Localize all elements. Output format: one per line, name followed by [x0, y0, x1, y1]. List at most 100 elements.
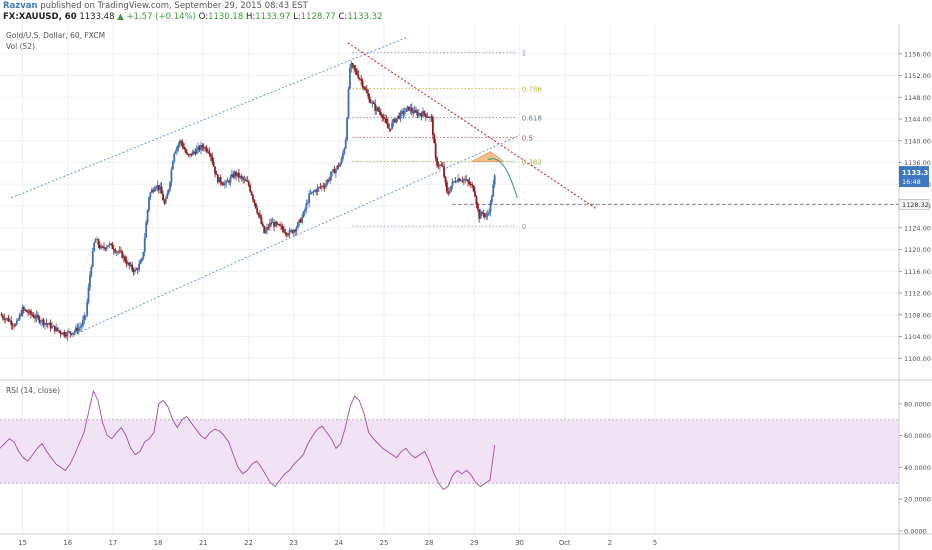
candle-body — [403, 111, 406, 115]
candle-body — [69, 331, 72, 334]
candle-body — [157, 185, 160, 190]
candle-body — [409, 107, 412, 111]
rsi-line[interactable] — [0, 389, 496, 491]
candle-body — [6, 318, 8, 319]
candle-body — [263, 225, 266, 234]
candle-body — [34, 317, 37, 319]
candle-body — [13, 325, 15, 327]
candle-body — [139, 261, 142, 264]
candle-body — [320, 185, 323, 188]
candle-body — [162, 193, 164, 201]
candle-body — [1, 315, 4, 318]
trendline-down[interactable] — [347, 42, 597, 210]
candle-body — [450, 185, 453, 192]
symbol-label: FX:XAUUSD, 60 — [3, 12, 77, 22]
candle-body — [448, 191, 451, 194]
candle-body — [475, 196, 478, 205]
candle-body — [271, 222, 274, 224]
candle-body — [354, 68, 357, 71]
candle-body — [398, 115, 401, 119]
author-link[interactable]: Razvan — [3, 1, 38, 11]
candle-body — [62, 332, 65, 335]
candle-body — [230, 174, 233, 178]
candle-body — [221, 182, 223, 185]
candle-body — [273, 222, 275, 227]
candle-body — [44, 323, 46, 325]
candle-body — [453, 181, 455, 182]
candle-body — [112, 248, 115, 251]
candle-body — [190, 153, 193, 156]
low-label: L: — [293, 12, 301, 22]
candle-body — [87, 287, 90, 302]
fib-level-label: 0 — [522, 223, 526, 231]
candle-body — [360, 79, 363, 81]
candle-body — [73, 331, 76, 333]
candle-body — [128, 262, 131, 266]
candle-body — [149, 192, 152, 198]
candle-body — [433, 134, 436, 144]
candle-body — [447, 191, 450, 194]
candle-body — [107, 245, 110, 247]
candle-body — [59, 331, 62, 334]
candle-body — [236, 172, 239, 176]
candle-body — [204, 147, 207, 149]
candle-body — [247, 181, 250, 186]
candle-body — [183, 147, 185, 150]
candle-body — [180, 141, 183, 143]
candle-body — [462, 179, 465, 181]
candle-body — [82, 320, 84, 326]
candle-body — [229, 177, 232, 183]
candle-body — [141, 258, 143, 262]
candle-body — [225, 181, 228, 184]
candle-body — [277, 224, 280, 225]
candle-body — [423, 111, 426, 114]
candle-body — [25, 310, 28, 313]
candle-body — [492, 184, 495, 197]
candle-body — [257, 212, 260, 215]
candle-body — [186, 152, 188, 155]
candle-body — [41, 319, 44, 322]
time-tick-label: 29 — [470, 539, 479, 547]
candle-body — [282, 229, 285, 233]
time-tick-label: 17 — [109, 539, 118, 547]
candle-body — [51, 326, 53, 329]
candle-body — [461, 180, 464, 182]
rsi-tick-label: 80.0000 — [904, 400, 931, 408]
candle-body — [319, 186, 322, 188]
candle-body — [21, 307, 24, 316]
candle-body — [440, 164, 443, 166]
candle-body — [239, 176, 242, 178]
price-tick-label: 1144.00 — [904, 116, 931, 124]
candle-body — [156, 185, 159, 187]
candle-body — [115, 251, 118, 253]
candle-body — [455, 181, 458, 183]
candle-body — [153, 189, 156, 192]
channel-upper-line[interactable] — [11, 37, 407, 199]
candle-body — [219, 177, 222, 183]
candle-body — [90, 266, 93, 276]
candle-body — [198, 146, 201, 151]
candle-body — [56, 327, 59, 331]
candle-body — [242, 177, 245, 180]
candle-body — [429, 116, 431, 118]
candle-body — [292, 230, 295, 233]
chart-area[interactable]: 1 0.786 0.618 0.5 0.382 0 1156.00 1152.00 1148.… — [0, 24, 932, 550]
candle-body — [208, 152, 211, 155]
candle-body — [419, 113, 422, 115]
candle-body — [160, 186, 163, 194]
candle-body — [391, 122, 393, 129]
time-tick-label: 5 — [653, 539, 657, 547]
candle-body — [222, 184, 225, 186]
candle-body — [8, 320, 11, 322]
candle-body — [80, 325, 83, 327]
projection-curve[interactable] — [487, 158, 518, 199]
candle-body — [353, 65, 356, 69]
candle-body — [152, 189, 155, 192]
candle-body — [284, 232, 287, 234]
candle-body — [490, 196, 493, 203]
candle-body — [3, 317, 6, 320]
candle-body — [11, 324, 14, 326]
candle-body — [302, 211, 305, 218]
candle-body — [15, 320, 18, 325]
candle-body — [388, 128, 391, 130]
